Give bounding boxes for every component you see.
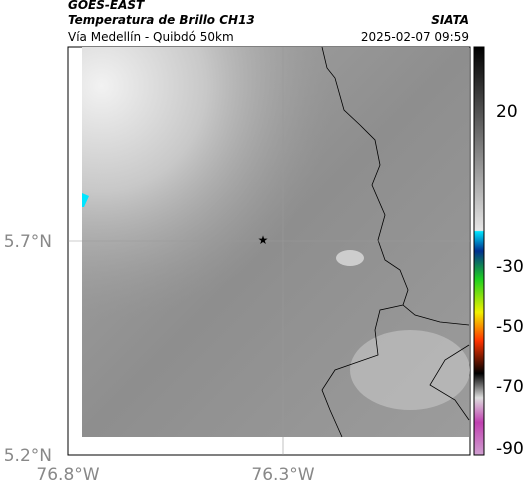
subtitle: Vía Medellín - Quibdó 50km bbox=[68, 30, 234, 44]
map-area: ★ bbox=[67, 46, 471, 456]
location-marker: ★ bbox=[258, 233, 269, 247]
datetime: 2025-02-07 09:59 bbox=[361, 30, 469, 44]
colorbar-tick: -70 bbox=[496, 377, 524, 397]
colorbar-tick: -50 bbox=[496, 317, 524, 337]
source: SIATA bbox=[431, 13, 469, 27]
colorbar: 20 -30 -50 -70 -90 bbox=[473, 46, 524, 459]
title-line: GOES-EAST bbox=[68, 0, 145, 12]
brightness-image bbox=[350, 330, 470, 410]
lat-label: 5.7°N bbox=[4, 232, 52, 252]
cold-cloud bbox=[82, 193, 89, 207]
lat-label: 5.2°N bbox=[4, 446, 52, 466]
lon-label: 76.8°W bbox=[36, 465, 99, 485]
colorbar-tick: -90 bbox=[496, 439, 524, 459]
colorbar-tick: -30 bbox=[496, 257, 524, 277]
title-line: Temperatura de Brillo CH13 bbox=[68, 13, 255, 27]
lon-label: 76.3°W bbox=[251, 465, 314, 485]
brightness-image bbox=[336, 250, 364, 266]
colorbar-tick: 20 bbox=[496, 102, 518, 122]
boundary bbox=[321, 46, 470, 438]
colorbar-scale bbox=[473, 46, 485, 456]
